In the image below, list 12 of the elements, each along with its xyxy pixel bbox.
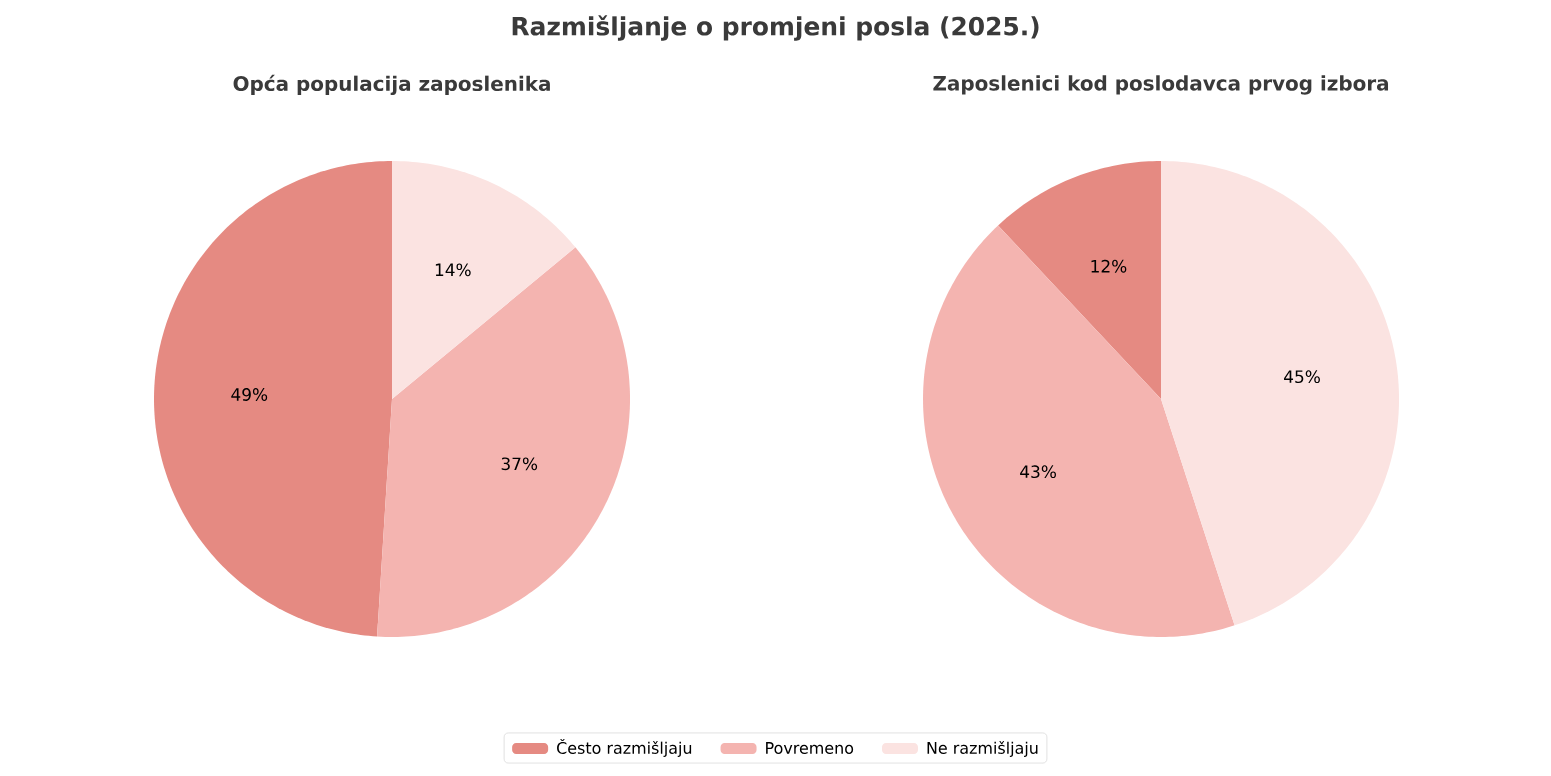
legend-label: Ne razmišljaju — [927, 740, 1038, 758]
data-label: 49% — [231, 388, 268, 401]
data-label: 14% — [435, 263, 471, 277]
legend-label: Često razmišljaju — [557, 738, 692, 758]
data-label: 45% — [1284, 370, 1320, 384]
chart-subtitle: Opća populacija zaposlenika — [233, 74, 550, 96]
data-label: 12% — [1091, 259, 1127, 273]
legend-label: Povremeno — [766, 742, 854, 754]
data-label: 37% — [501, 457, 538, 471]
chart-subtitle: Zaposlenici kod poslodavca prvog izbora — [933, 75, 1389, 95]
chart-title: Razmišljanje o promjeni posla (2025.) — [512, 15, 1039, 41]
data-label: 43% — [1020, 465, 1056, 479]
